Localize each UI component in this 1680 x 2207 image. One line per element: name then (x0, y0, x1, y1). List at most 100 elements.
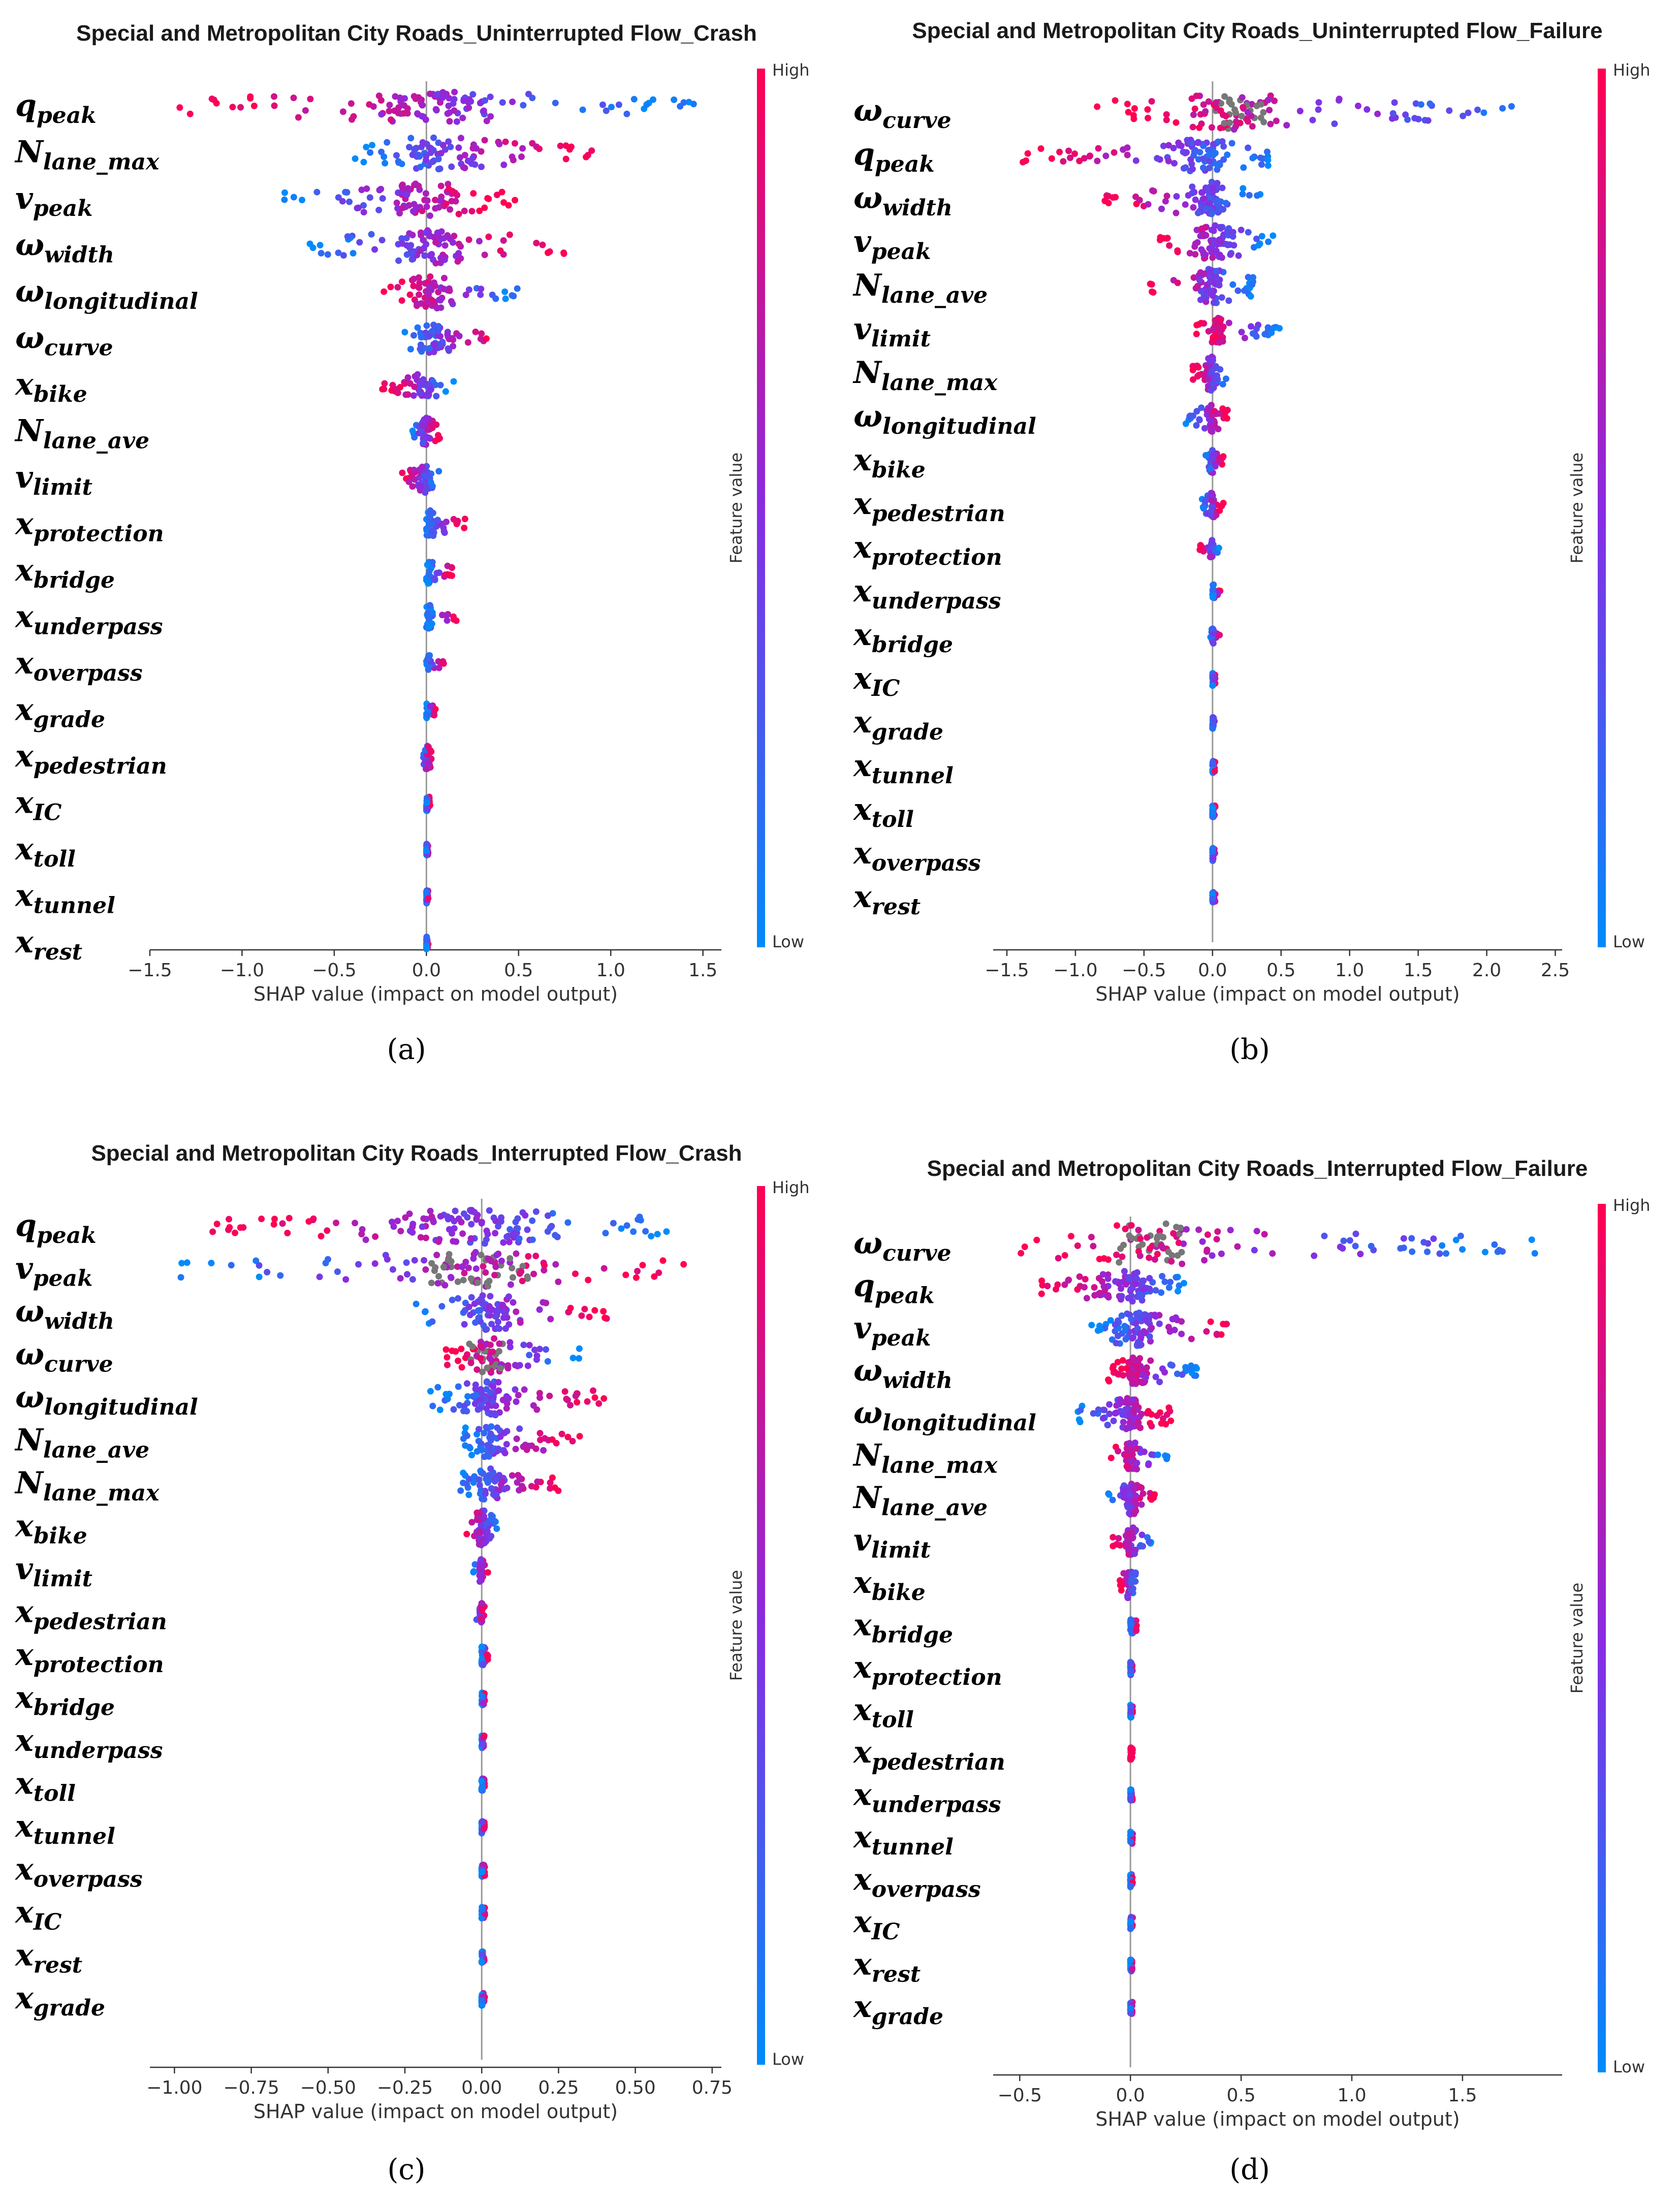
shap-point (1195, 1226, 1202, 1233)
shap-point (491, 1517, 498, 1524)
shap-point (502, 1309, 509, 1317)
shap-point (1163, 116, 1170, 123)
shap-point (387, 283, 394, 291)
shap-point (1172, 119, 1180, 126)
shap-point (1103, 192, 1110, 199)
shap-point (434, 328, 441, 335)
feature-label: Nlane_max (14, 135, 160, 175)
shap-point (492, 295, 499, 302)
shap-point (487, 1437, 494, 1444)
feature-label: ωwidth (15, 1294, 114, 1334)
shap-point (1249, 154, 1256, 162)
shap-point (650, 96, 656, 103)
shap-point (1106, 1401, 1113, 1408)
shap-point (1190, 111, 1197, 118)
shap-point (566, 146, 573, 153)
shap-point (1132, 1320, 1139, 1327)
x-tick-label: −1.0 (1053, 960, 1097, 981)
shap-point (404, 105, 411, 112)
shap-point (595, 1400, 603, 1407)
shap-point (322, 1260, 329, 1267)
shap-point (1240, 185, 1247, 192)
shap-point (484, 1528, 491, 1535)
shap-point (1436, 1250, 1443, 1257)
shap-point (1193, 331, 1200, 337)
shap-point (510, 156, 517, 164)
shap-point (1121, 1268, 1128, 1275)
feature-label: xIC (14, 1895, 61, 1935)
shap-point (435, 139, 442, 146)
feature-label: ωlongitudinal (853, 1395, 1036, 1436)
shap-point (497, 1433, 504, 1440)
shap-point (1164, 235, 1171, 242)
shap-point (476, 238, 483, 245)
shap-point (484, 1231, 491, 1238)
shap-point (532, 1253, 540, 1260)
shap-point (478, 1445, 485, 1452)
shap-point (505, 1395, 512, 1402)
feature-dots (379, 371, 457, 400)
shap-point (513, 1308, 520, 1315)
shap-point (1158, 1289, 1165, 1296)
shap-point (409, 1221, 417, 1228)
shap-point (1240, 164, 1247, 171)
shap-point (1105, 1378, 1113, 1385)
shap-point (455, 144, 462, 151)
chart-title: Special and Metropolitan City Roads_Unin… (76, 21, 757, 46)
shap-point (440, 285, 448, 293)
feature-label: xprotection (852, 530, 1002, 570)
shap-point (1165, 157, 1172, 165)
shap-point (1200, 251, 1207, 258)
shap-point (487, 93, 494, 101)
shap-point (476, 1426, 482, 1433)
shap-point (1271, 98, 1278, 104)
shap-point (395, 257, 402, 264)
shap-point (399, 204, 406, 211)
shap-point (1076, 1273, 1083, 1280)
shap-point (318, 250, 325, 257)
shap-point (435, 1273, 442, 1280)
shap-point (1259, 155, 1266, 162)
shap-point (442, 612, 450, 619)
shap-point (1123, 1463, 1130, 1470)
feature-label: xrest (14, 924, 82, 965)
shap-point (1167, 1417, 1175, 1424)
shap-point (484, 1425, 491, 1432)
x-tick-label: 0.0 (412, 960, 441, 981)
shap-point (506, 231, 513, 238)
shap-point (435, 166, 442, 173)
shap-point (468, 1452, 475, 1459)
shap-point (441, 1282, 449, 1289)
shap-point (1130, 1408, 1137, 1415)
shap-point (451, 1218, 458, 1225)
shap-point (208, 95, 215, 103)
shap-point (1122, 1225, 1129, 1232)
shap-point (478, 148, 485, 155)
shap-point (1125, 1405, 1131, 1412)
shap-point (305, 1218, 312, 1225)
shap-point (208, 1260, 215, 1267)
shap-point (480, 1470, 487, 1477)
feature-dots (281, 180, 519, 219)
feature-label: Nlane_max (852, 355, 998, 396)
shap-point (529, 1217, 536, 1224)
shap-point (1255, 242, 1262, 249)
shap-point (536, 1306, 543, 1313)
shap-point (1133, 1459, 1140, 1466)
shap-point (522, 1212, 529, 1219)
x-tick-label: −0.25 (377, 2077, 433, 2098)
shap-point (588, 147, 595, 154)
shap-point (1222, 200, 1229, 207)
shap-point (286, 1214, 293, 1222)
shap-point (1430, 1235, 1437, 1242)
shap-point (1154, 1451, 1161, 1458)
shap-point (630, 1228, 637, 1235)
shap-point (1124, 101, 1131, 108)
shap-point (473, 1431, 481, 1438)
shap-point (1174, 248, 1181, 255)
shap-point (434, 1280, 441, 1287)
shap-point (1246, 191, 1253, 199)
shap-point (1109, 1496, 1116, 1504)
shap-point (1213, 1330, 1220, 1337)
shap-point (1134, 1421, 1142, 1428)
